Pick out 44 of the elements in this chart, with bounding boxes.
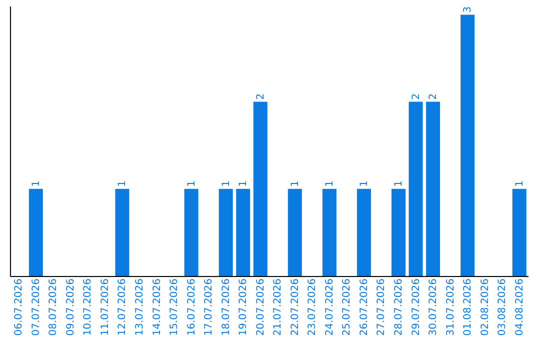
- x-tick-label: 09.07.2026: [65, 278, 76, 336]
- x-tick-label: 02.08.2026: [480, 278, 491, 336]
- x-tick-label: 14.07.2026: [152, 278, 163, 336]
- x-tick-label: 19.07.2026: [238, 278, 250, 336]
- data-label: 1: [514, 180, 526, 187]
- data-label: 1: [394, 180, 404, 187]
- x-tick-label: 03.08.2026: [497, 278, 508, 336]
- x-tick-label: 28.07.2026: [394, 278, 404, 336]
- x-tick-label: 25.07.2026: [342, 278, 353, 336]
- x-tick-label: 13.07.2026: [134, 278, 146, 336]
- data-label: 3: [462, 6, 474, 13]
- x-tick-label: 29.07.2026: [410, 278, 422, 336]
- x-tick-label: 24.07.2026: [324, 278, 336, 336]
- x-tick-label: 27.07.2026: [376, 278, 388, 336]
- x-tick-label: 20.07.2026: [255, 278, 266, 336]
- x-tick-label: 07.07.2026: [30, 278, 42, 336]
- x-tick-label: 17.07.2026: [204, 278, 215, 336]
- data-label: 1: [30, 180, 42, 187]
- data-label: 1: [324, 180, 336, 187]
- x-tick-label: 30.07.2026: [428, 278, 440, 336]
- x-tick-label: 16.07.2026: [186, 278, 198, 336]
- data-label: 2: [428, 93, 440, 100]
- x-tick-label: 22.07.2026: [290, 278, 301, 336]
- data-label: 1: [238, 180, 250, 187]
- x-tick-label: 31.07.2026: [445, 278, 456, 336]
- x-tick-label: 21.07.2026: [272, 278, 284, 336]
- x-tick-label: 08.07.2026: [48, 278, 60, 336]
- data-label: 1: [220, 180, 232, 187]
- data-label: 1: [290, 180, 301, 187]
- data-label: 2: [410, 93, 422, 100]
- x-tick-label: 04.08.2026: [514, 278, 526, 336]
- x-tick-label: 10.07.2026: [82, 278, 94, 336]
- data-label: 1: [358, 180, 370, 187]
- data-label: 2: [255, 93, 266, 100]
- x-tick-label: 15.07.2026: [169, 278, 180, 336]
- data-label: 1: [186, 180, 198, 187]
- x-tick-label: 12.07.2026: [117, 278, 128, 336]
- x-tick-label: 06.07.2026: [14, 278, 25, 336]
- x-tick-label: 11.07.2026: [100, 278, 111, 336]
- x-tick-label: 26.07.2026: [358, 278, 370, 336]
- x-tick-label: 23.07.2026: [307, 278, 318, 336]
- x-tick-label: 18.07.2026: [220, 278, 232, 336]
- data-label: 1: [117, 180, 128, 187]
- x-tick-label: 01.08.2026: [462, 278, 474, 336]
